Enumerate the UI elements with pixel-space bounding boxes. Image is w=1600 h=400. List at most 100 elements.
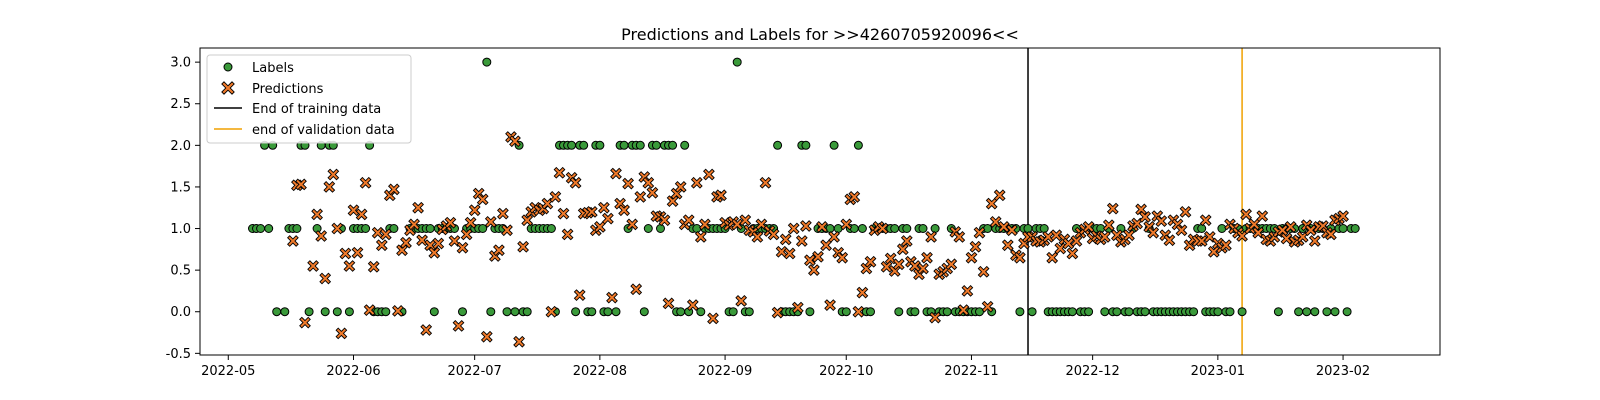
label-point <box>1330 307 1340 317</box>
prediction-point <box>327 168 340 181</box>
prediction-point <box>1195 235 1208 247</box>
legend: Labels Predictions End of training data … <box>206 54 412 144</box>
prediction-point <box>347 204 360 217</box>
prediction-point <box>1054 242 1067 255</box>
prediction-point <box>703 168 715 181</box>
x-axis: 2022-05 2022-06 2022-07 2022-08 2022-09 2022-… <box>201 355 1370 379</box>
prediction-point <box>1070 235 1083 247</box>
prediction-point <box>634 191 647 203</box>
label-point <box>910 307 920 317</box>
prediction-point <box>1304 224 1317 237</box>
prediction-point <box>1163 234 1176 247</box>
chart-title: Predictions and Labels for >>42607059200… <box>621 25 1019 44</box>
prediction-point <box>509 135 521 148</box>
label-point <box>571 307 581 317</box>
label-point <box>482 57 492 67</box>
prediction-point <box>1106 202 1119 215</box>
prediction-point <box>739 214 752 227</box>
prediction-point <box>900 235 913 247</box>
x-tick-label: 2023-01 <box>1191 364 1245 379</box>
y-tick-label: 0.0 <box>170 305 191 320</box>
x-tick-label: 2023-02 <box>1316 364 1370 379</box>
label-point <box>857 224 867 233</box>
label-point <box>486 307 496 317</box>
label-point <box>502 307 512 317</box>
label-point <box>1302 307 1312 317</box>
label-point <box>1112 307 1122 317</box>
label-point <box>930 224 940 233</box>
label-point <box>1273 307 1283 317</box>
label-point <box>668 140 678 150</box>
prediction-point <box>715 189 727 202</box>
label-point <box>1067 307 1077 317</box>
prediction-point <box>456 241 469 254</box>
legend-labels-marker <box>223 62 233 72</box>
label-point <box>656 224 665 233</box>
prediction-point <box>1308 235 1321 247</box>
prediction-point <box>824 299 836 311</box>
prediction-point <box>1050 229 1063 242</box>
prediction-point <box>1236 230 1248 242</box>
prediction-point <box>969 240 982 253</box>
label-point <box>567 140 577 150</box>
label-point <box>579 140 589 150</box>
prediction-point <box>735 295 748 307</box>
prediction-point <box>549 191 562 203</box>
prediction-point <box>884 252 897 265</box>
label-point <box>1225 307 1235 317</box>
y-tick-label: 2.5 <box>170 97 191 112</box>
prediction-point <box>989 216 1002 228</box>
prediction-point <box>800 220 812 232</box>
prediction-point <box>836 251 849 264</box>
label-point <box>280 307 290 317</box>
prediction-point <box>557 207 570 220</box>
prediction-point <box>299 316 311 329</box>
label-point <box>256 224 266 233</box>
prediction-point <box>335 327 348 340</box>
prediction-point <box>909 260 921 272</box>
label-point <box>639 307 649 317</box>
legend-predictions-text: Predictions <box>252 82 324 97</box>
prediction-point <box>961 285 974 297</box>
label-point <box>587 307 597 317</box>
prediction-point <box>594 221 606 233</box>
prediction-point <box>848 191 861 203</box>
prediction-point <box>666 195 679 207</box>
prediction-point <box>1001 239 1014 252</box>
prediction-point <box>694 231 707 243</box>
label-point <box>643 224 653 233</box>
prediction-point <box>1220 239 1232 252</box>
prediction-point <box>876 222 889 235</box>
label-point <box>595 140 605 150</box>
prediction-point <box>359 176 372 189</box>
prediction-point <box>602 212 614 225</box>
prediction-point <box>1102 219 1115 232</box>
prediction-point <box>460 228 473 241</box>
label-point <box>458 307 467 317</box>
prediction-point <box>416 234 428 247</box>
y-tick-label: 0.5 <box>170 264 191 279</box>
label-point <box>1350 224 1360 233</box>
label-point <box>801 140 811 150</box>
prediction-point <box>1337 210 1349 222</box>
prediction-point <box>981 300 994 313</box>
label-point <box>894 307 904 317</box>
label-point <box>902 224 912 233</box>
prediction-point <box>408 218 420 231</box>
prediction-point <box>957 304 970 316</box>
vertical-markers <box>1027 48 1243 355</box>
prediction-point <box>493 244 505 257</box>
label-point <box>841 307 851 317</box>
label-point <box>890 224 900 233</box>
prediction-point <box>929 311 941 324</box>
label-point <box>1140 307 1150 317</box>
label-point <box>381 307 391 317</box>
prediction-point <box>779 233 792 246</box>
prediction-point <box>585 206 598 218</box>
prediction-point <box>1284 221 1297 233</box>
prediction-point <box>521 214 534 227</box>
prediction-point <box>363 304 376 316</box>
prediction-point <box>953 231 966 243</box>
prediction-point <box>497 207 509 220</box>
prediction-point <box>985 197 998 210</box>
